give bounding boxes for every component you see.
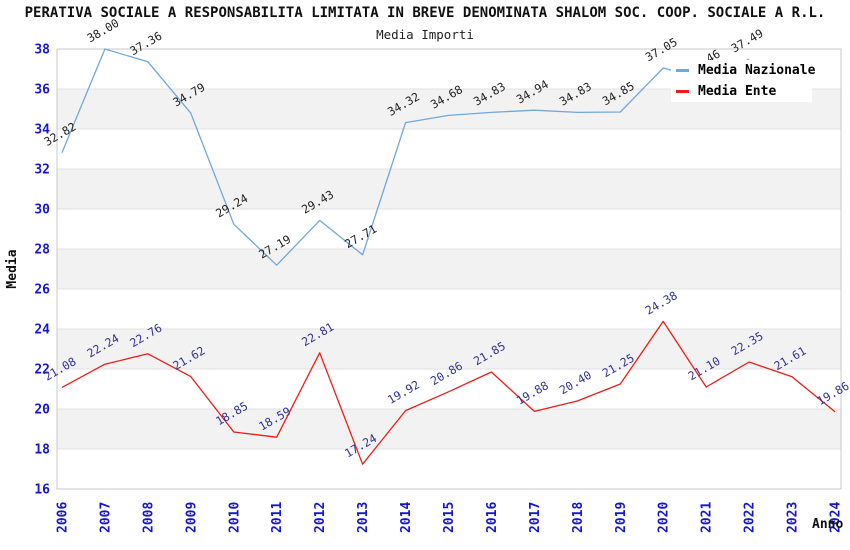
media-ente-line [61, 320, 836, 465]
y-tick-label: 38 [34, 43, 50, 58]
y-tick-label: 16 [34, 483, 50, 498]
background-band [57, 249, 841, 289]
x-tick-label: 2011 [270, 502, 285, 533]
x-tick-label: 2014 [399, 502, 414, 533]
media-ente-point-label: 19.86 [814, 379, 850, 408]
legend-label: Media Nazionale [698, 63, 816, 78]
media-nazionale-point-label: 37.36 [127, 29, 164, 58]
y-tick-label: 32 [34, 163, 50, 178]
x-tick-label: 2006 [56, 502, 71, 533]
media-ente-point-label: 20.40 [557, 368, 594, 397]
y-tick-label: 34 [34, 123, 50, 138]
x-tick-label: 2007 [98, 502, 113, 533]
media-nazionale-point-label: 38.00 [84, 16, 121, 45]
chart-title: PERATIVA SOCIALE A RESPONSABILITA LIMITA… [24, 5, 826, 21]
legend-item-media-ente[interactable]: Media Ente [671, 83, 812, 100]
background-band [57, 169, 841, 209]
y-tick-label: 28 [34, 243, 50, 258]
y-tick-label: 30 [34, 203, 50, 218]
media-ente-point-label: 24.38 [643, 288, 680, 317]
y-tick-label: 24 [34, 323, 50, 338]
background-band [57, 409, 841, 449]
x-tick-label: 2021 [700, 502, 715, 533]
x-tick-label: 2019 [614, 502, 629, 533]
y-tick-label: 22 [34, 363, 50, 378]
media-nazionale-line-swatch [676, 69, 689, 72]
legend-item-media-nazionale[interactable]: Media Nazionale [671, 62, 816, 79]
media-ente-point-label: 19.92 [385, 377, 422, 406]
x-tick-label: 2022 [743, 502, 758, 533]
y-tick-label: 26 [34, 283, 50, 298]
x-tick-label: 2008 [141, 502, 156, 533]
x-tick-label: 2009 [184, 502, 199, 533]
x-axis-title: Anno [812, 517, 843, 532]
x-tick-label: 2012 [313, 502, 328, 533]
media-nazionale-line [61, 48, 750, 266]
x-tick-label: 2023 [786, 502, 801, 533]
x-tick-label: 2017 [528, 502, 543, 533]
x-tick-label: 2020 [657, 502, 672, 533]
media-ente-point-label: 19.88 [514, 378, 551, 407]
x-tick-label: 2024 [828, 502, 843, 533]
x-tick-label: 2010 [227, 502, 242, 533]
media-nazionale-point-label: 27.71 [342, 222, 379, 251]
chart-subtitle: Media Importi [376, 27, 474, 42]
y-tick-label: 18 [34, 443, 50, 458]
x-tick-label: 2013 [356, 502, 371, 533]
plot-frame [56, 48, 842, 490]
y-tick-label: 20 [34, 403, 50, 418]
y-tick-label: 36 [34, 83, 50, 98]
legend-label: Media Ente [698, 84, 777, 99]
background-band [57, 329, 841, 369]
x-tick-label: 2018 [571, 502, 586, 533]
legend-box: Media Nazionale Media Ente [671, 60, 816, 102]
x-tick-label: 2016 [485, 502, 500, 533]
y-axis-title: Media [5, 249, 20, 288]
x-tick-label: 2015 [442, 502, 457, 533]
media-ente-line-swatch [676, 90, 689, 93]
media-nazionale-point-label: 37.49 [729, 26, 766, 55]
